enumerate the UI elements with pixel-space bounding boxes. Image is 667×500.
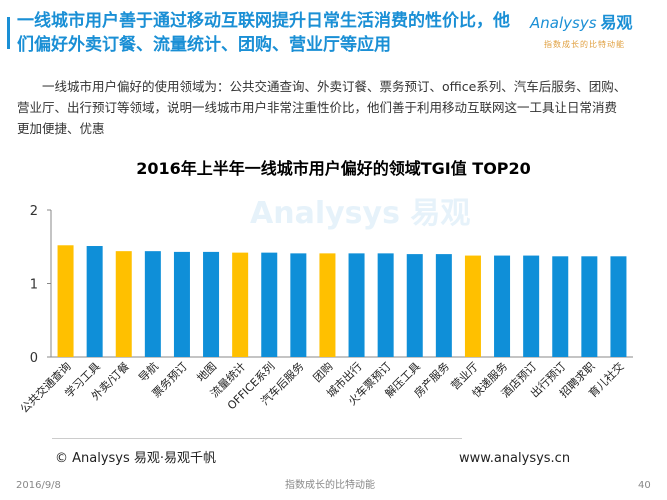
logo-tagline: 指数成长的比特动能 (544, 40, 625, 49)
bar (290, 253, 307, 357)
y-tick-label: 2 (30, 204, 38, 219)
bar (144, 251, 161, 357)
bar (464, 255, 481, 357)
bar (435, 254, 452, 357)
logo-text: Analysys (530, 14, 597, 32)
logo-cn: 易观 (600, 13, 633, 32)
bar (115, 251, 132, 357)
y-tick-label: 1 (30, 278, 38, 293)
bar (57, 245, 74, 357)
chart-title: 2016年上半年一线城市用户偏好的领域TGI值 TOP20 (136, 159, 531, 178)
x-tick-label: 团购 (310, 359, 335, 384)
bar (406, 254, 423, 357)
bar (173, 251, 190, 357)
page-title: 一线城市用户善于通过移动互联网提升日常生活消费的性价比，他们偏好外卖订餐、流量统… (17, 11, 510, 55)
bar (552, 256, 569, 357)
footer-divider (52, 438, 462, 439)
copyright-text: © Analysys 易观·易观千帆 (55, 451, 217, 466)
x-tick-label: 地图 (194, 360, 219, 385)
analysys-logo: Analysys 易观 指数成长的比特动能 (530, 13, 665, 57)
bar (610, 256, 627, 357)
bar (86, 246, 103, 357)
y-tick-label: 0 (30, 351, 38, 366)
footer-slogan: 指数成长的比特动能 (285, 480, 375, 491)
bar (494, 255, 511, 357)
website-link[interactable]: www.analysys.cn (459, 451, 571, 466)
bar (523, 255, 540, 357)
bar (232, 252, 249, 357)
bar (348, 253, 365, 357)
bar (203, 251, 220, 357)
title-accent-bar (7, 17, 10, 49)
x-tick-label: 导航 (136, 359, 161, 384)
bar (261, 252, 278, 357)
logo-wordmark: Analysys 易观 (530, 13, 633, 33)
page-number: 40 (638, 480, 651, 491)
bar (581, 256, 598, 357)
description-paragraph: 一线城市用户偏好的使用领域为：公共交通查询、外卖订餐、票务预订、office系列… (17, 79, 627, 136)
footer-date: 2016/9/8 (16, 480, 61, 491)
bar (377, 253, 394, 357)
bar (319, 253, 336, 357)
